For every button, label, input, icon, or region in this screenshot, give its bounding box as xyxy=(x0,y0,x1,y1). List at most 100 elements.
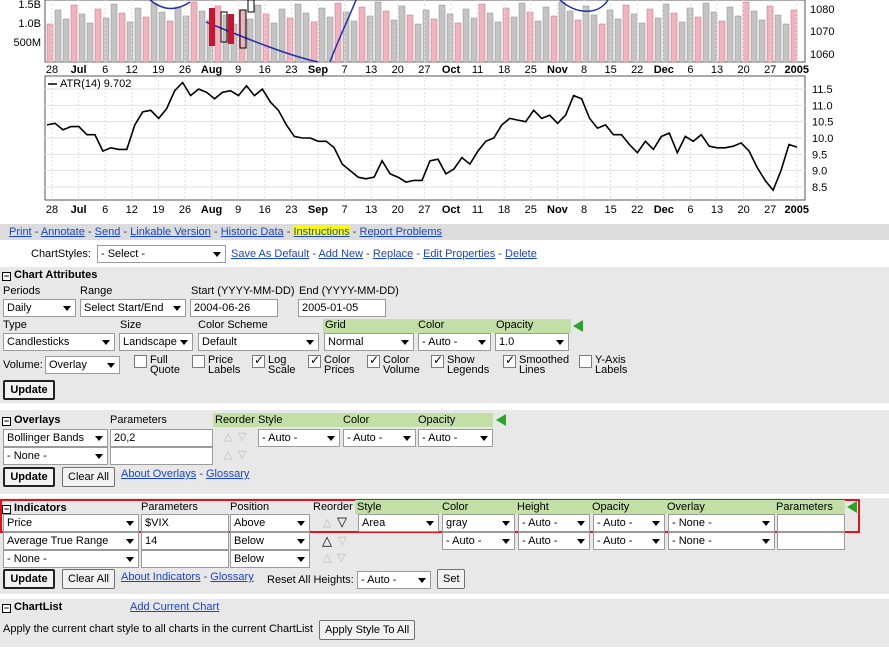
indicator-params2-input-2[interactable] xyxy=(777,532,845,550)
volume-bar xyxy=(262,13,270,63)
collapse-icon[interactable]: − xyxy=(2,504,11,514)
color-scheme-select[interactable]: Default xyxy=(198,333,319,351)
move-up-icon[interactable]: △ xyxy=(224,431,233,443)
start-date-input[interactable]: 2004-06-26 xyxy=(190,299,278,317)
grid-color-select[interactable]: - Auto - xyxy=(418,333,491,351)
indicator-position-select-2[interactable]: Below xyxy=(230,532,310,550)
edit-properties-link[interactable]: Edit Properties xyxy=(423,248,496,260)
checkbox-color-volume[interactable] xyxy=(367,353,380,368)
add-current-chart-link[interactable]: Add Current Chart xyxy=(130,601,220,613)
about-overlays-link[interactable]: About Overlays xyxy=(121,468,197,480)
atr-tick-label: 10.5 xyxy=(812,117,833,129)
indicator-overlay-select-1[interactable]: - None - xyxy=(668,514,775,532)
overlays-clear-all-button[interactable]: Clear All xyxy=(62,467,115,487)
indicator-color-select-2[interactable]: - Auto - xyxy=(442,532,515,550)
move-down-icon[interactable]: ▽ xyxy=(238,431,247,443)
checkbox-price-labels[interactable] xyxy=(192,355,205,368)
reset-heights-select[interactable]: - Auto - xyxy=(357,571,431,589)
indicator-type-select-2[interactable]: Average True Range xyxy=(3,532,139,550)
indicators-clear-all-button[interactable]: Clear All xyxy=(62,569,115,589)
indicator-style-select-1[interactable]: Area xyxy=(358,514,439,532)
instructions-link[interactable]: Instructions xyxy=(293,226,350,238)
volume-select[interactable]: Overlay xyxy=(45,356,120,374)
attributes-update-button[interactable]: Update xyxy=(3,380,55,400)
apply-style-to-all-button[interactable]: Apply Style To All xyxy=(319,620,415,640)
overlay-type-select-1[interactable]: Bollinger Bands xyxy=(3,429,108,447)
collapse-icon[interactable]: − xyxy=(2,603,11,613)
overlay-expand-arrow-icon[interactable] xyxy=(496,414,506,426)
move-down-icon[interactable]: ▽ xyxy=(238,449,247,461)
checkbox-color-prices[interactable] xyxy=(308,353,321,368)
volume-bar xyxy=(102,17,110,63)
grid-expand-arrow-icon[interactable] xyxy=(573,320,583,332)
indicator-position-select-1[interactable]: Above xyxy=(230,514,310,532)
grid-opacity-select[interactable]: 1.0 xyxy=(495,333,569,351)
overlay-color-select-1[interactable]: - Auto - xyxy=(343,429,416,447)
report-problems-link[interactable]: Report Problems xyxy=(359,226,443,238)
indicator-opacity-select-1[interactable]: - Auto - xyxy=(593,514,665,532)
indicator-height-select-1[interactable]: - Auto - xyxy=(518,514,590,532)
indicators-glossary-link[interactable]: Glossary xyxy=(210,571,254,583)
indicator-params2-input-1[interactable] xyxy=(777,514,845,532)
checkbox-log-scale[interactable] xyxy=(252,353,265,368)
move-up-icon[interactable]: △ xyxy=(322,533,332,548)
move-up-icon[interactable]: △ xyxy=(224,449,233,461)
end-date-input[interactable]: 2005-01-05 xyxy=(298,299,386,317)
checkbox-label-line1: Color xyxy=(383,354,410,366)
chart-size-select[interactable]: Landscape xyxy=(119,333,193,351)
overlays-update-button[interactable]: Update xyxy=(3,467,55,487)
print-link[interactable]: Print xyxy=(9,226,32,238)
collapse-icon[interactable]: − xyxy=(2,416,11,426)
indicator-color-select-1[interactable]: gray xyxy=(442,514,515,532)
volume-bar xyxy=(390,19,398,63)
grid-select[interactable]: Normal xyxy=(324,333,414,351)
delete-link[interactable]: Delete xyxy=(505,248,537,260)
chart-type-select[interactable]: Candlesticks xyxy=(3,333,115,351)
move-down-icon[interactable]: ▽ xyxy=(338,535,347,547)
historic-data-link[interactable]: Historic Data xyxy=(220,226,284,238)
indicators-update-button[interactable]: Update xyxy=(3,569,55,589)
indicator-expand-arrow-icon[interactable] xyxy=(847,501,857,513)
move-down-icon[interactable]: ▽ xyxy=(337,552,346,564)
move-down-icon[interactable]: ▽ xyxy=(337,514,347,529)
save-as-default-link[interactable]: Save As Default xyxy=(231,248,310,260)
overlay-type-select-2[interactable]: - None - xyxy=(3,447,108,465)
indicator-height-select-2[interactable]: - Auto - xyxy=(518,532,590,550)
add-new-link[interactable]: Add New xyxy=(318,248,364,260)
overlays-glossary-link[interactable]: Glossary xyxy=(206,468,250,480)
indicator-params-input-3[interactable] xyxy=(141,550,229,568)
checkbox-y-axis-labels[interactable] xyxy=(579,355,592,368)
replace-link[interactable]: Replace xyxy=(372,248,414,260)
indicator-type-select-1[interactable]: Price xyxy=(3,514,139,532)
overlay-opacity-select-1[interactable]: - Auto - xyxy=(418,429,493,447)
indicator-type-select-3[interactable]: - None - xyxy=(3,550,139,568)
indicator-style-label: Style xyxy=(357,501,382,513)
separator: - xyxy=(366,248,370,260)
chartstyles-select[interactable]: - Select - xyxy=(97,245,226,263)
set-heights-button[interactable]: Set xyxy=(437,569,465,589)
indicator-position-select-3[interactable]: Below xyxy=(230,550,310,568)
collapse-icon[interactable]: − xyxy=(2,271,11,281)
move-up-icon[interactable]: △ xyxy=(323,552,332,564)
overlay-params-input-2[interactable] xyxy=(110,447,213,465)
move-up-icon[interactable]: △ xyxy=(323,517,332,529)
volume-bar xyxy=(566,10,574,63)
linkable-version-link[interactable]: Linkable Version xyxy=(130,226,211,238)
checkbox-label: Show Legends xyxy=(447,355,489,376)
indicator-overlay-select-2[interactable]: - None - xyxy=(668,532,775,550)
indicator-params-input-1[interactable]: $VIX xyxy=(141,514,229,532)
checkbox-smoothed-lines[interactable] xyxy=(503,353,516,368)
overlay-params-input-1[interactable]: 20,2 xyxy=(110,429,213,447)
periods-select[interactable]: Daily xyxy=(3,299,76,317)
annotate-link[interactable]: Annotate xyxy=(40,226,85,238)
indicator-opacity-select-2[interactable]: - Auto - xyxy=(593,532,665,550)
overlay-style-select-1[interactable]: - Auto - xyxy=(258,429,340,447)
indicator-params-input-2[interactable]: 14 xyxy=(141,532,229,550)
checkbox-show-legends[interactable] xyxy=(431,353,444,368)
send-link[interactable]: Send xyxy=(94,226,121,238)
range-select[interactable]: Select Start/End xyxy=(80,299,186,317)
grid-label: Grid xyxy=(325,319,346,331)
volume-bar xyxy=(654,17,662,63)
about-indicators-link[interactable]: About Indicators xyxy=(121,571,201,583)
checkbox-full-quote[interactable] xyxy=(134,355,147,368)
